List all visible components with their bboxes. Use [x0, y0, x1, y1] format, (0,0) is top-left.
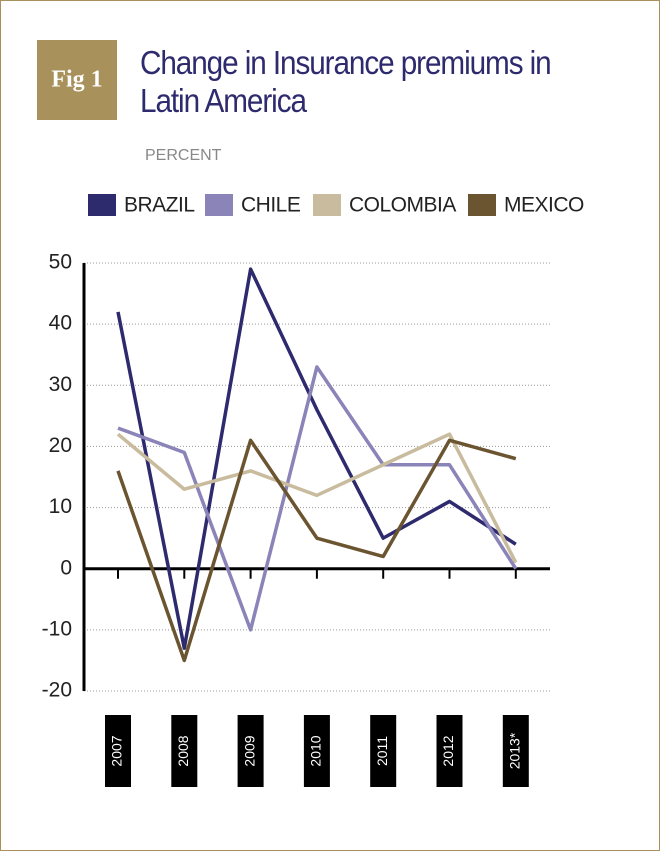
x-label-box: [303, 715, 330, 787]
series-line: [117, 365, 518, 632]
x-tick-label: 2011: [374, 736, 390, 766]
x-tick-label: 2012: [440, 735, 456, 766]
legend-swatch: [205, 194, 233, 216]
y-tick-label: 50: [49, 251, 72, 274]
x-label-box: [370, 715, 397, 787]
y-tick-label: 0: [60, 556, 72, 579]
y-tick-label: 40: [49, 312, 72, 335]
x-tick-label: 2008: [175, 735, 191, 766]
legend-label: MEXICO: [504, 194, 584, 217]
badge: Fig 1: [51, 67, 102, 93]
badge-box: [37, 40, 117, 120]
x-tick-label: 2009: [241, 735, 257, 766]
legend-label: BRAZIL: [124, 194, 195, 217]
x-label-box: [171, 715, 198, 787]
y-tick-label: -20: [42, 679, 72, 702]
subtitle: PERCENT: [145, 147, 222, 164]
x-label-box: [436, 715, 463, 787]
y-tick-label: 10: [49, 495, 72, 518]
x-label-box: [237, 715, 264, 787]
legend-label: CHILE: [241, 194, 301, 217]
x-tick-label: 2013*: [507, 732, 523, 769]
x-label-box: [502, 715, 529, 787]
legend-swatch: [313, 194, 341, 216]
chart-title: Change in Insurance premiums in Latin Am…: [140, 44, 552, 119]
y-tick-label: 30: [49, 373, 72, 396]
legend-swatch: [468, 194, 496, 216]
y-tick-label: -10: [42, 617, 72, 640]
series-line: [116, 267, 517, 650]
x-tick-label: 2007: [109, 735, 125, 766]
y-tick-label: 20: [49, 434, 72, 457]
x-label-box: [105, 715, 131, 787]
series-line: [116, 432, 518, 564]
legend-label: COLOMBIA: [349, 194, 456, 217]
x-tick-label: 2010: [308, 735, 324, 766]
series-line: [116, 438, 517, 663]
legend-swatch: [88, 194, 116, 216]
